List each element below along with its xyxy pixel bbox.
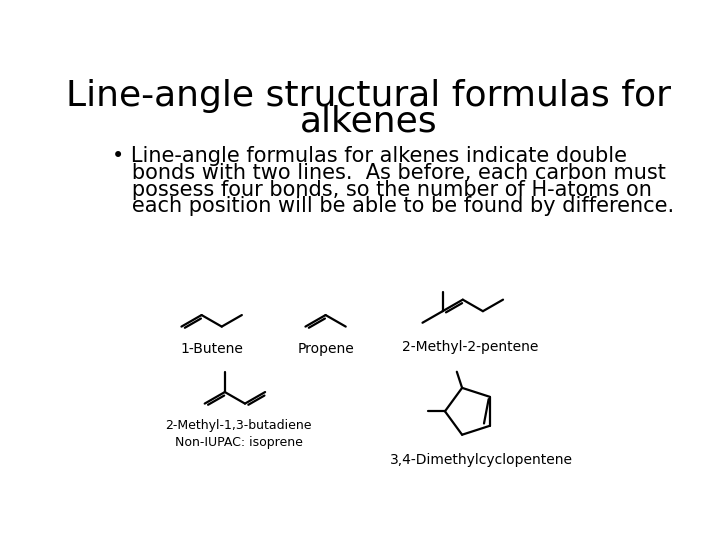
Text: 3,4-Dimethylcyclopentene: 3,4-Dimethylcyclopentene bbox=[390, 453, 573, 467]
Text: alkenes: alkenes bbox=[300, 105, 438, 139]
Text: 2-Methyl-2-pentene: 2-Methyl-2-pentene bbox=[402, 340, 539, 354]
Text: Propene: Propene bbox=[297, 342, 354, 356]
Text: bonds with two lines.  As before, each carbon must: bonds with two lines. As before, each ca… bbox=[112, 163, 665, 183]
Text: 1-Butene: 1-Butene bbox=[180, 342, 243, 356]
Text: • Line-angle formulas for alkenes indicate double: • Line-angle formulas for alkenes indica… bbox=[112, 146, 626, 166]
Text: Line-angle structural formulas for: Line-angle structural formulas for bbox=[66, 79, 672, 113]
Text: each position will be able to be found by difference.: each position will be able to be found b… bbox=[112, 197, 674, 217]
Text: 2-Methyl-1,3-butadiene
Non-IUPAC: isoprene: 2-Methyl-1,3-butadiene Non-IUPAC: isopre… bbox=[166, 419, 312, 449]
Text: possess four bonds, so the number of H-atoms on: possess four bonds, so the number of H-a… bbox=[112, 179, 652, 200]
